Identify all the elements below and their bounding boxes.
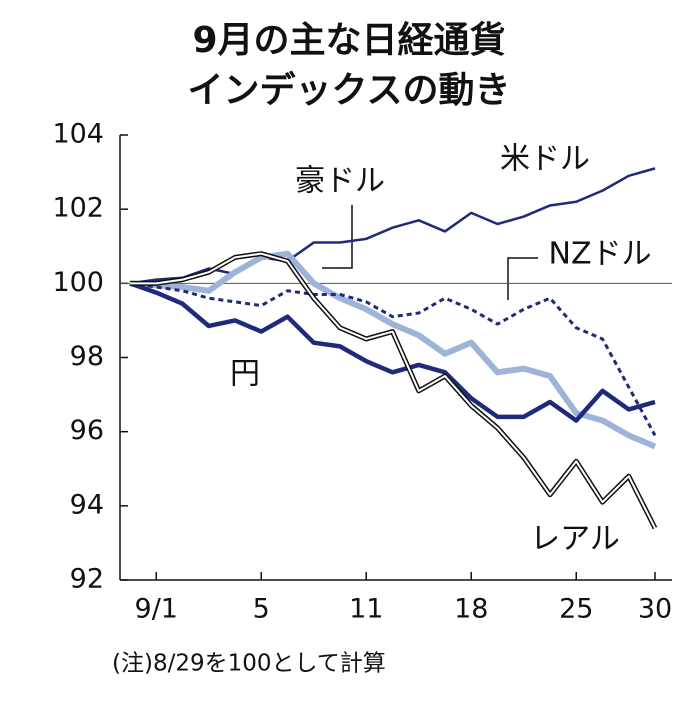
series-label: 米ドル [500,142,590,177]
x-tick-label: 18 [454,594,488,625]
series-label: レアル [530,522,620,557]
series-line [129,281,657,437]
y-tick-label: 102 [52,193,104,224]
x-tick-label: 5 [253,594,270,625]
y-tick-label: 98 [70,341,104,372]
x-tick-label: 30 [638,594,672,625]
y-tick-label: 96 [70,415,104,446]
series-label: 円 [230,357,260,392]
series-line [129,250,657,450]
label-leader [507,257,538,300]
y-tick-label: 100 [52,267,104,298]
series-line [130,252,656,529]
series-label: NZドル [549,237,652,272]
series-line [129,281,656,423]
chart-title: 9月の主な日経通貨 [192,20,505,61]
series-label: 豪ドル [295,164,385,199]
y-tick-label: 92 [70,564,104,595]
y-tick-label: 104 [52,119,104,150]
x-tick-label: 25 [559,594,593,625]
x-tick-label: 11 [349,594,383,625]
footnote: (注)8/29を100として計算 [112,651,386,677]
y-tick-label: 94 [70,489,104,520]
x-tick-label: 9/1 [135,594,178,625]
label-leader [322,205,353,269]
chart-title: インデックスの動き [188,69,511,111]
series-line [129,167,656,285]
